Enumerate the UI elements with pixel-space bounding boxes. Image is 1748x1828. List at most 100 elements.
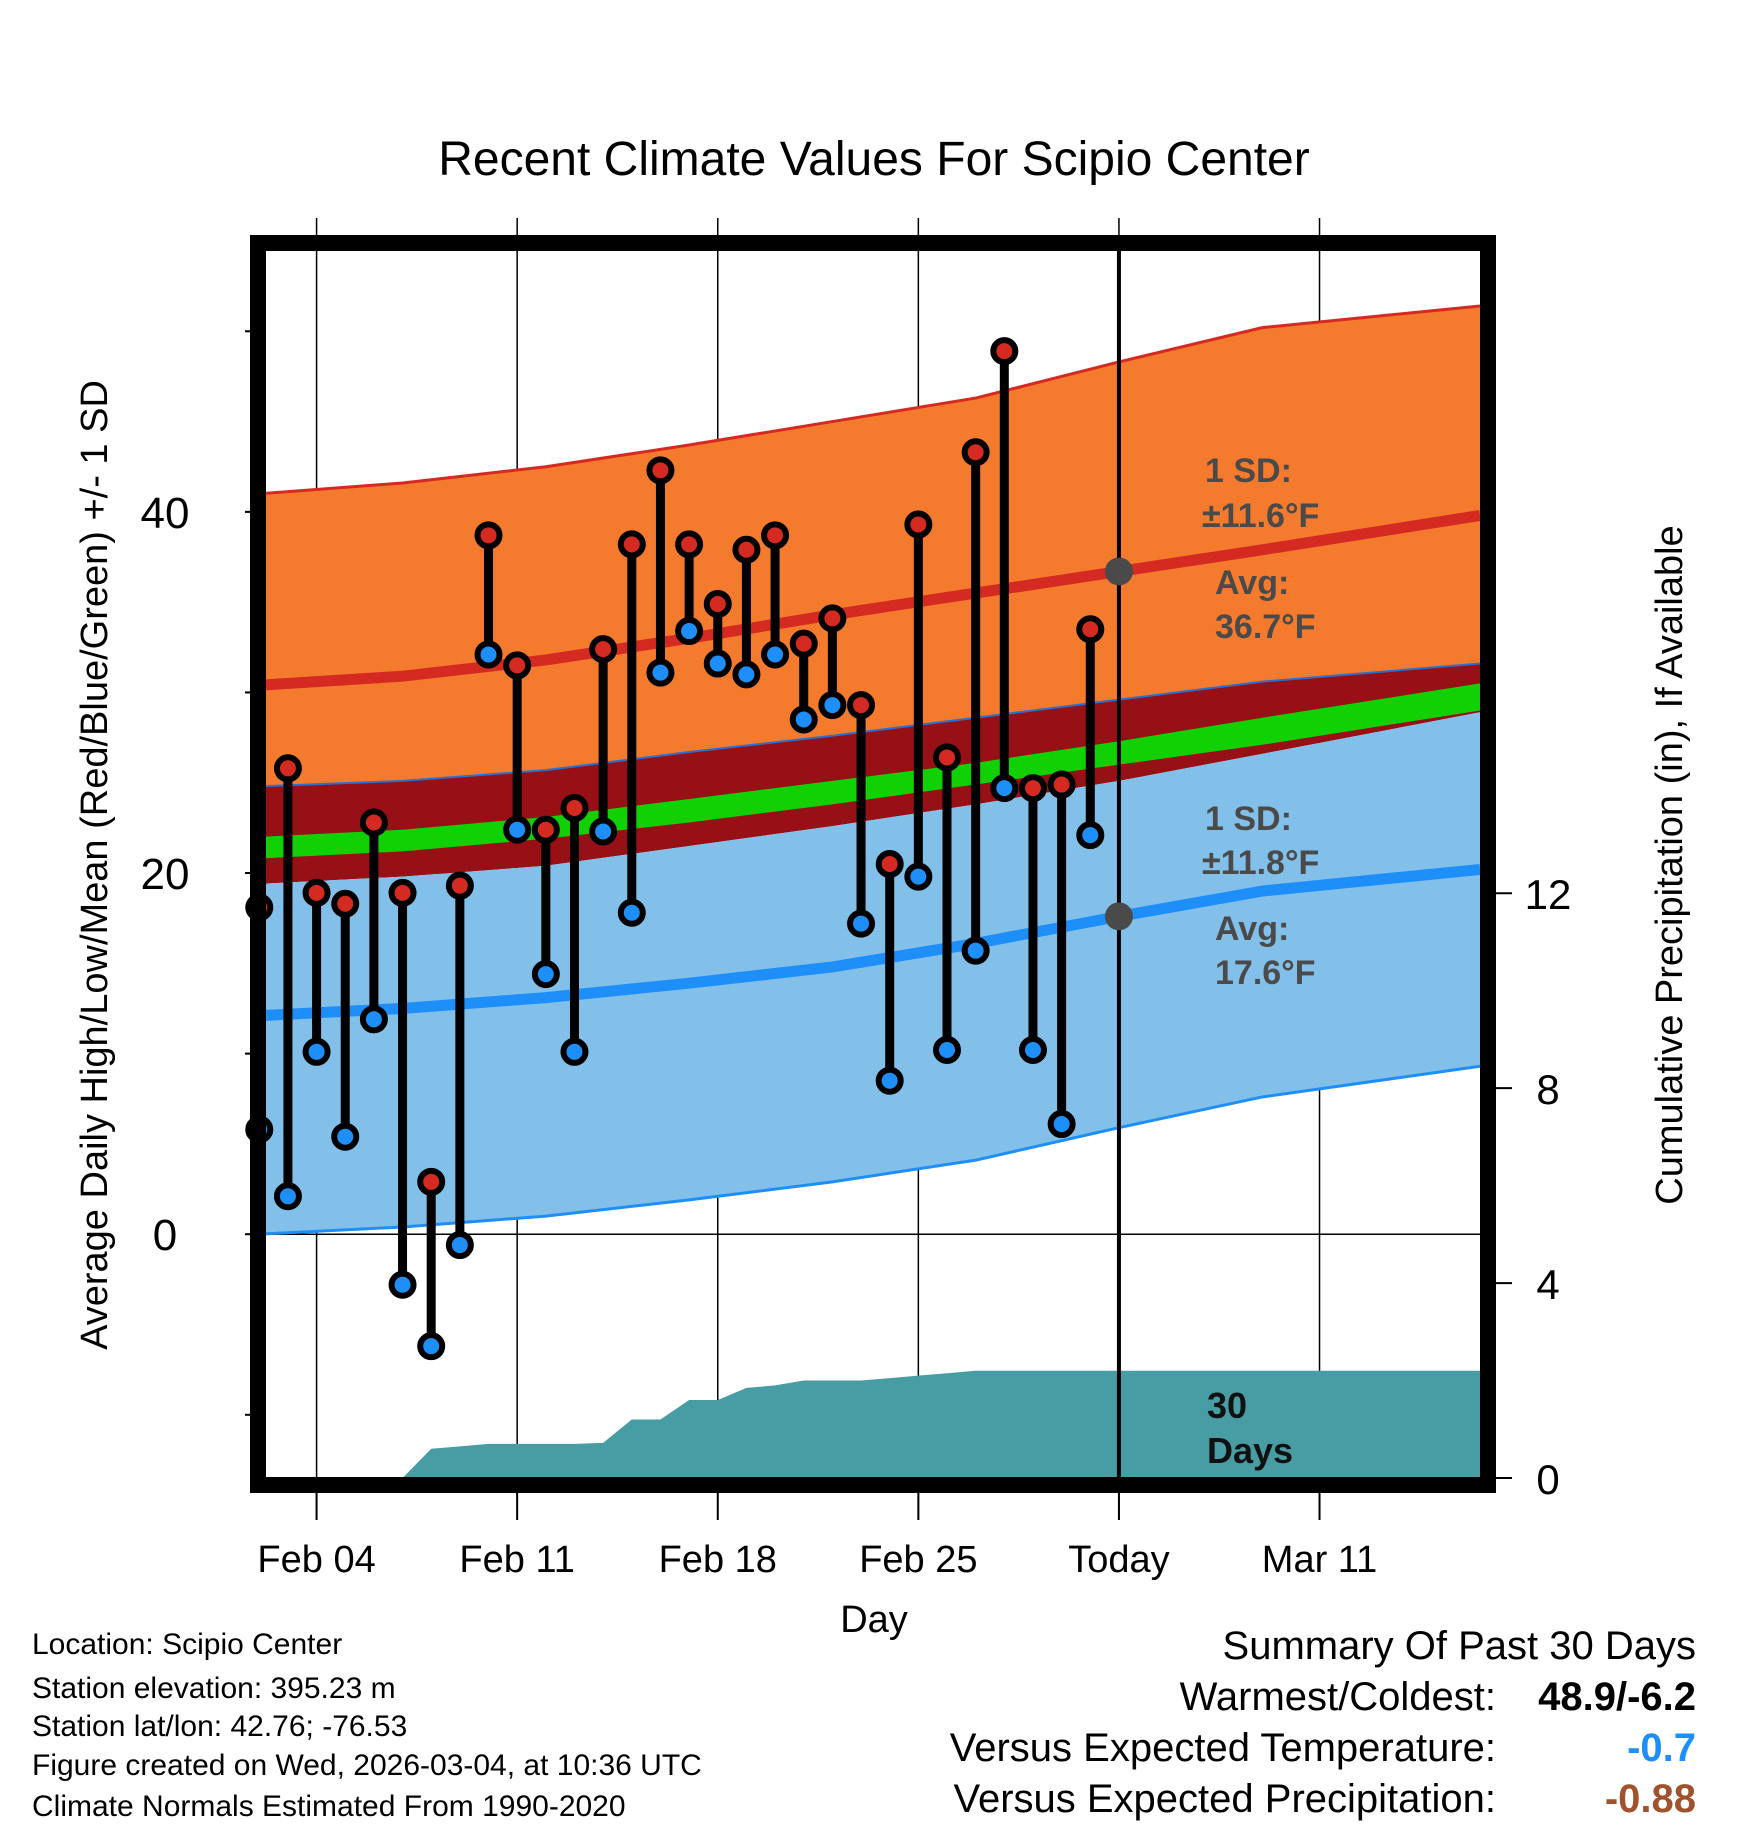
precipitation-area (265, 1370, 1480, 1478)
daily-low-point (302, 1037, 331, 1066)
daily-low-point (646, 658, 675, 687)
daily-high-point (646, 456, 675, 485)
daily-high-point (761, 521, 790, 550)
daily-low-point (503, 815, 532, 844)
precip-value: -0.88 (1604, 1777, 1696, 1821)
daily-low-point (531, 960, 560, 989)
x-tick-label: Feb 11 (459, 1539, 574, 1581)
high-lower-line (265, 662, 1480, 788)
daily-low-point (617, 898, 646, 927)
daily-low-point (359, 1005, 388, 1034)
daily-high-point (732, 535, 761, 564)
low-mean-line (265, 863, 1480, 1021)
daily-low-point (933, 1036, 962, 1065)
y-axis-label: Average Daily High/Low/Mean (Red/Blue/Gr… (74, 380, 116, 1350)
daily-high-point (789, 629, 818, 658)
daily-high-point (961, 438, 990, 467)
daily-low-point (703, 649, 732, 678)
x-tick-label: Today (1068, 1539, 1169, 1581)
temp-value: -0.7 (1627, 1726, 1696, 1770)
daily-high-point (990, 337, 1019, 366)
low-sd-value: ±11.8°F (1202, 844, 1319, 882)
daily-high-point (331, 889, 360, 918)
y2-tick-label: 12 (1525, 871, 1572, 918)
daily-low-point (388, 1270, 417, 1299)
daily-low-point (331, 1122, 360, 1151)
daily-high-point (589, 635, 618, 664)
high-sd-label: 1 SD: (1205, 452, 1292, 490)
info-elevation: Station elevation: 395.23 m (32, 1672, 396, 1705)
daily-high-point (359, 808, 388, 837)
daily-high-point (703, 589, 732, 618)
x-tick-label: Feb 25 (859, 1539, 977, 1581)
temp-label: Versus Expected Temperature: (949, 1726, 1496, 1770)
daily-high-point (474, 521, 503, 550)
daily-low-point (732, 660, 761, 689)
daily-high-point (417, 1167, 446, 1196)
daily-high-point (560, 794, 589, 823)
low-sd-label: 1 SD: (1205, 800, 1292, 838)
low-avg-today-dot (1104, 902, 1133, 931)
daily-low-point (273, 1182, 302, 1211)
y-tick-label: 20 (141, 850, 190, 899)
y2-tick-label: 8 (1536, 1066, 1559, 1113)
daily-low-point (904, 862, 933, 891)
axes: Feb 04 Feb 11 Feb 18 Feb 25 Today Mar 11 0 20 40… (141, 330, 1572, 1581)
info-normals: Climate Normals Estimated From 1990-2020 (32, 1790, 626, 1823)
y2-tick-label: 0 (1536, 1456, 1559, 1503)
high-avg-today-dot (1104, 557, 1133, 586)
daily-high-point (503, 651, 532, 680)
daily-high-point (302, 878, 331, 907)
daily-low-point (990, 774, 1019, 803)
sd-annotations: 1 SD: ±11.6°F Avg: 36.7°F 1 SD: ±11.8°F … (1202, 452, 1319, 1471)
x-tick-label: Feb 04 (257, 1539, 375, 1581)
warm-cold-label: Warmest/Coldest: (1179, 1675, 1496, 1719)
daily-low-point (445, 1231, 474, 1260)
normal-bands (265, 304, 1480, 1236)
x-tick-label: Feb 18 (659, 1539, 777, 1581)
daily-low-point (560, 1037, 589, 1066)
daily-high-point (445, 871, 474, 900)
daily-low-point (761, 640, 790, 669)
summary-precip: Versus Expected Precipitation: -0.88 (953, 1777, 1696, 1821)
summary-temp: Versus Expected Temperature: -0.7 (950, 1726, 1696, 1770)
plot-frame (250, 235, 1496, 1493)
summary-title: Summary Of Past 30 Days (1222, 1624, 1696, 1668)
info-created: Figure created on Wed, 2026-03-04, at 10… (32, 1749, 702, 1782)
chart-title: Recent Climate Values For Scipio Center (438, 133, 1309, 186)
precip-label-30: 30 (1207, 1385, 1247, 1426)
high-avg-label: Avg: (1215, 564, 1289, 602)
low-sd-band (265, 712, 1480, 1234)
daily-high-point (818, 604, 847, 633)
daily-low-point (589, 817, 618, 846)
daily-high-point (1076, 615, 1105, 644)
daily-high-point (273, 754, 302, 783)
low-lower-line (265, 1064, 1480, 1236)
precip-label-days: Days (1207, 1430, 1293, 1471)
daily-high-point (904, 510, 933, 539)
daily-high-point (388, 878, 417, 907)
info-location: Location: Scipio Center (32, 1628, 343, 1661)
x-tick-label: Mar 11 (1262, 1539, 1377, 1581)
high-sd-value: ±11.6°F (1202, 497, 1319, 535)
low-avg-label: Avg: (1215, 910, 1289, 948)
daily-high-point (617, 530, 646, 559)
precip-area (265, 1370, 1480, 1478)
daily-high-point (675, 530, 704, 559)
daily-low-point (675, 617, 704, 646)
precip-label: Versus Expected Precipitation: (953, 1777, 1496, 1821)
y2-axis-label: Cumulative Precipitation (in), If Availa… (1649, 525, 1691, 1204)
high-sd-band (265, 305, 1480, 787)
low-avg-value: 17.6°F (1215, 954, 1316, 992)
y-tick-label: 40 (141, 489, 190, 538)
daily-high-point (1047, 770, 1076, 799)
daily-low-point (1076, 821, 1105, 850)
daily-low-point (818, 691, 847, 720)
y-tick-label: 0 (153, 1211, 177, 1260)
daily-low-point (474, 640, 503, 669)
high-avg-value: 36.7°F (1215, 608, 1316, 646)
daily-low-point (417, 1332, 446, 1361)
summary-warm-cold: Warmest/Coldest: 48.9/-6.2 (1180, 1675, 1696, 1719)
warm-cold-value: 48.9/-6.2 (1538, 1675, 1696, 1719)
daily-low-point (1018, 1036, 1047, 1065)
